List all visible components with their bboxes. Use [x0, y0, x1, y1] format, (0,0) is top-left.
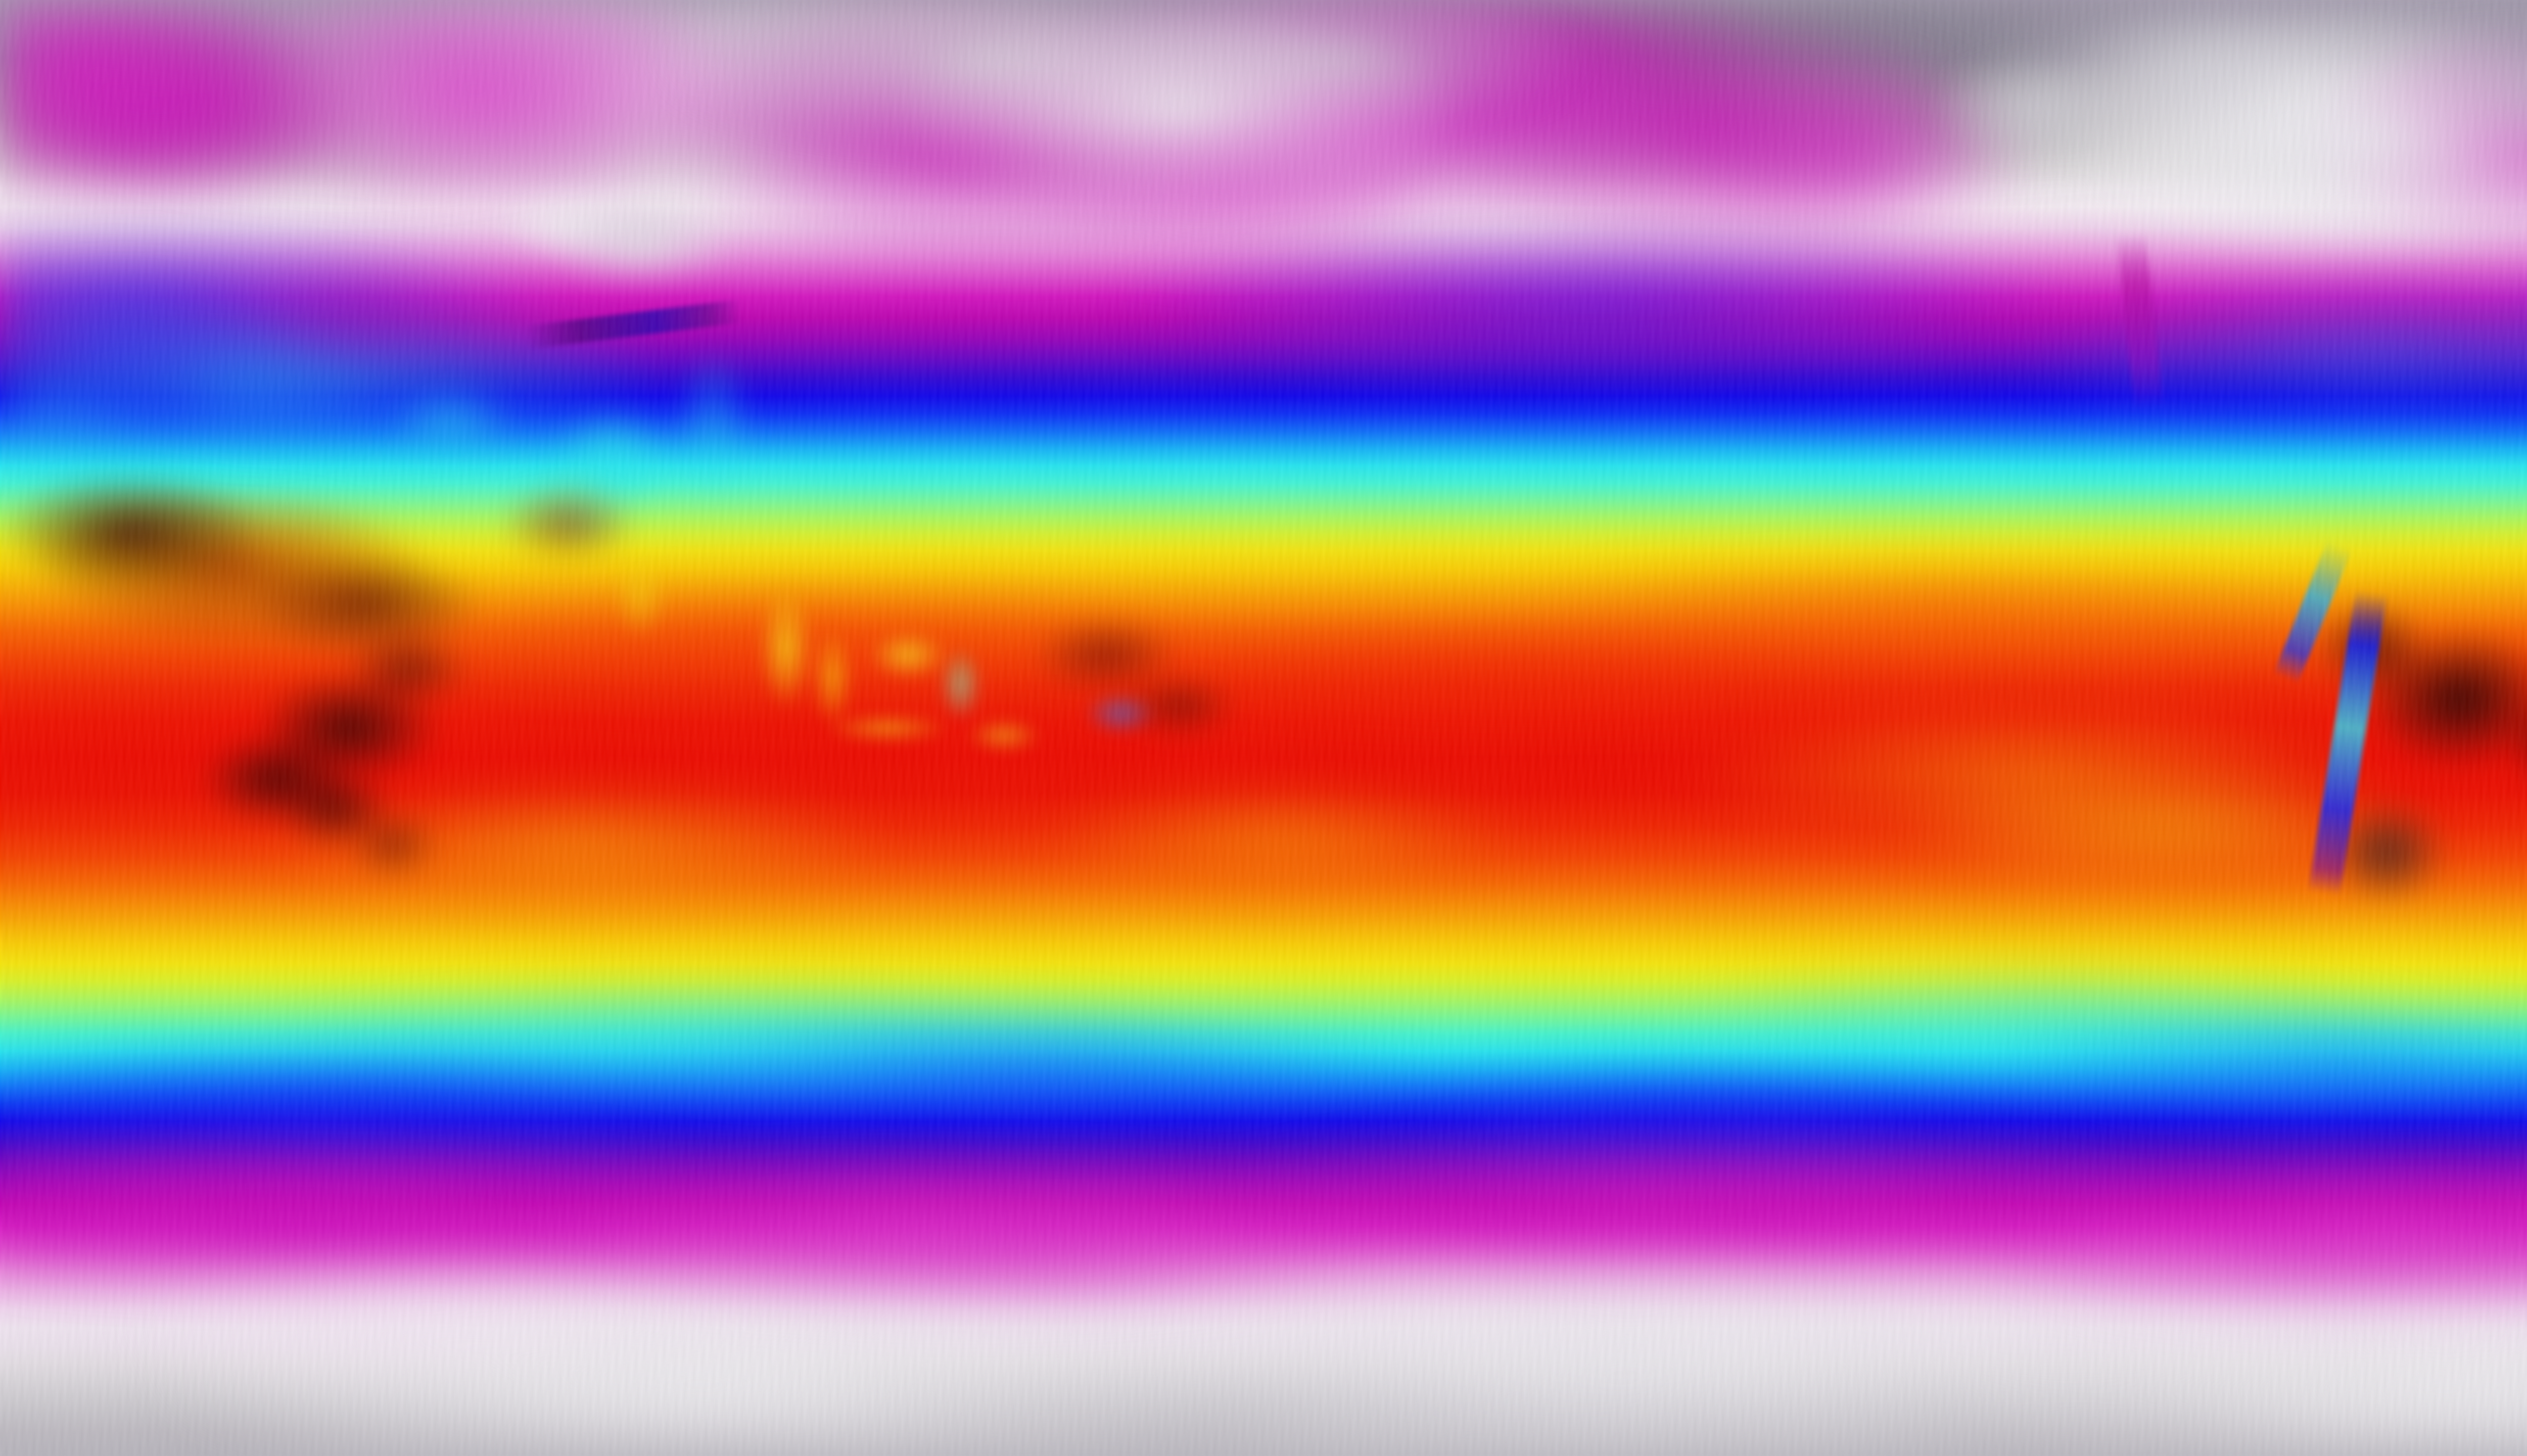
global-temperature-map: global-surface-temperature-map equirecta… [0, 0, 2527, 1456]
soft-vignette-veil [0, 0, 2527, 1456]
